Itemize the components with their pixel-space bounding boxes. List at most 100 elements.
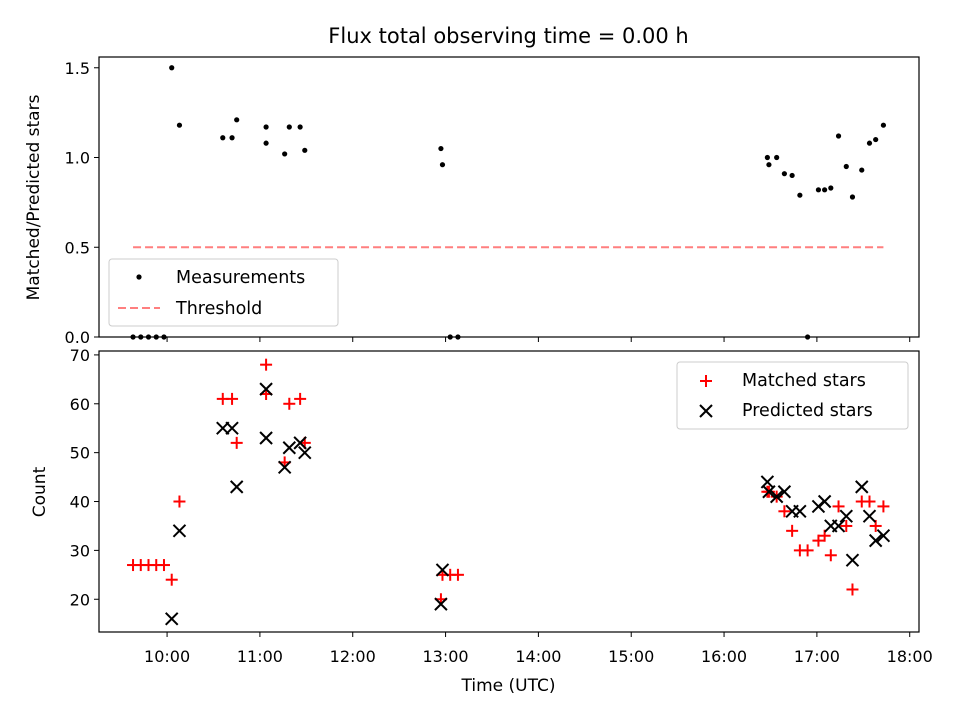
- x-tick-label: 12:00: [330, 647, 376, 666]
- top-legend: Measurements Threshold: [108, 258, 339, 327]
- legend-predicted-marker: [699, 404, 713, 418]
- measurement-point: [781, 171, 787, 177]
- measurement-point: [297, 124, 303, 130]
- predicted-star-point: [839, 509, 853, 523]
- measurement-point: [843, 163, 849, 170]
- predicted-star-point: [855, 480, 869, 494]
- predicted-star-point: [229, 480, 244, 494]
- bottom-y-tick-label: 20: [70, 590, 90, 609]
- legend-predicted-label: Predicted stars: [742, 401, 873, 421]
- measurement-point: [282, 151, 288, 157]
- matched-star-point: [863, 495, 876, 508]
- predicted-star-point: [435, 563, 450, 577]
- legend-threshold-label: Threshold: [175, 299, 262, 319]
- predicted-star-point: [165, 612, 179, 626]
- matched-star-point: [786, 524, 799, 537]
- bottom-y-axis-label: Count: [30, 466, 50, 517]
- legend-matched-marker: [700, 375, 712, 387]
- predicted-star-point: [793, 504, 807, 518]
- matched-star-point: [226, 392, 239, 405]
- predicted-star-point: [845, 553, 860, 567]
- predicted-star-point: [762, 485, 776, 499]
- measurement-point: [438, 145, 444, 152]
- predicted-star-point: [777, 485, 792, 499]
- measurement-point: [263, 124, 269, 130]
- predicted-star-point: [293, 436, 307, 450]
- predicted-star-point: [172, 524, 187, 538]
- matched-star-point: [832, 500, 845, 513]
- bottom-y-tick-label: 50: [70, 444, 90, 463]
- matched-star-point: [157, 559, 170, 572]
- bottom-y-tick-label: 30: [70, 541, 90, 560]
- measurement-point: [835, 133, 842, 139]
- top-y-tick-label: 1.5: [65, 59, 90, 78]
- measurement-point: [828, 185, 834, 191]
- measurement-point: [774, 154, 780, 161]
- predicted-star-point: [434, 597, 448, 611]
- measurement-point: [766, 162, 772, 168]
- measurement-point: [286, 124, 292, 130]
- measurement-point: [866, 140, 873, 146]
- measurement-point: [880, 122, 887, 128]
- x-axis: 10:00 11:00 12:00 13:00 14:00 15:00 16:00 17:00…: [144, 632, 933, 666]
- x-tick-label: 15:00: [608, 647, 654, 666]
- measurement-point: [849, 194, 856, 200]
- predicted-star-point: [259, 431, 273, 445]
- top-legend-box: [108, 258, 339, 327]
- matched-star-point: [877, 500, 890, 513]
- bottom-plot-area: [127, 358, 891, 626]
- x-tick-label: 13:00: [423, 647, 469, 666]
- x-tick-label: 11:00: [237, 647, 283, 666]
- bottom-legend: Matched stars Predicted stars: [676, 361, 909, 430]
- predicted-star-point: [817, 494, 832, 509]
- x-tick-label: 17:00: [794, 647, 840, 666]
- top-y-tick-label: 0.5: [65, 238, 90, 257]
- legend-measurements-label: Measurements: [176, 268, 305, 288]
- matched-star-point: [260, 358, 273, 371]
- x-tick-label: 18:00: [887, 647, 933, 666]
- legend-matched-label: Matched stars: [742, 371, 866, 391]
- bottom-axes-frame: [98, 350, 920, 633]
- matched-star-point: [840, 519, 853, 532]
- measurement-point: [229, 135, 235, 141]
- matched-star-point: [824, 549, 837, 562]
- matched-star-point: [801, 544, 814, 557]
- top-y-tick-label: 0.0: [65, 328, 90, 347]
- matched-star-point: [846, 583, 859, 596]
- matched-star-point: [173, 495, 186, 508]
- bottom-y-tick-label: 60: [70, 395, 90, 414]
- top-plot-area: [130, 65, 887, 340]
- measurement-point: [815, 187, 822, 193]
- predicted-star-point: [259, 382, 273, 396]
- predicted-star-point: [298, 445, 312, 460]
- x-tick-label: 10:00: [144, 647, 190, 666]
- measurement-point: [764, 154, 770, 161]
- measurement-point: [169, 65, 175, 71]
- bottom-y-tick-label: 70: [70, 346, 90, 365]
- predicted-star-point: [282, 441, 297, 455]
- predicted-star-point: [862, 509, 877, 523]
- ratio-panel: Flux total observing time = 0.00 h Match…: [24, 24, 920, 347]
- matched-star-point: [778, 505, 791, 518]
- bottom-y-axis: 20 30 40 50 60 70: [70, 346, 99, 609]
- predicted-star-point: [831, 519, 846, 533]
- measurement-point: [789, 172, 795, 179]
- measurement-point: [439, 162, 446, 168]
- top-axes-frame: [98, 56, 920, 338]
- bottom-legend-box: [676, 361, 909, 430]
- legend-measurements-marker: [136, 274, 142, 280]
- predicted-star-point: [876, 529, 891, 543]
- matched-star-point: [283, 397, 296, 410]
- predicted-star-point: [277, 460, 292, 475]
- matched-star-point: [294, 392, 307, 405]
- x-axis-label: Time (UTC): [461, 676, 556, 696]
- predicted-star-point: [868, 533, 883, 548]
- bottom-y-tick-label: 40: [70, 493, 90, 512]
- top-y-tick-label: 1.0: [65, 149, 90, 168]
- x-tick-label: 16:00: [701, 647, 747, 666]
- matched-star-point: [451, 568, 464, 581]
- measurement-point: [302, 147, 308, 153]
- predicted-star-point: [225, 421, 239, 435]
- measurement-point: [822, 187, 828, 193]
